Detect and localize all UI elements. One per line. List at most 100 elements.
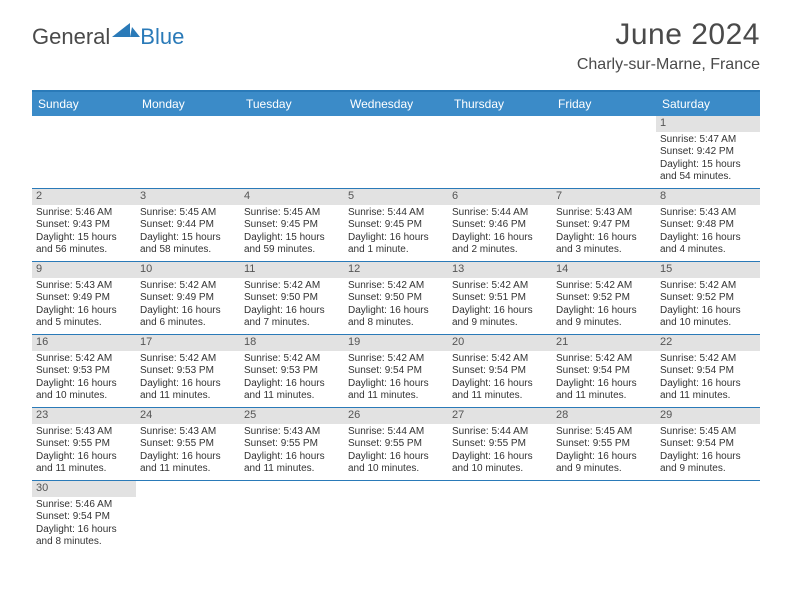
sunrise-text: Sunrise: 5:42 AM [556,280,652,293]
day-cell [136,116,240,188]
day-cell [240,116,344,188]
sunrise-text: Sunrise: 5:45 AM [140,207,236,220]
day-cell: 7Sunrise: 5:43 AMSunset: 9:47 PMDaylight… [552,189,656,261]
sunset-text: Sunset: 9:50 PM [348,292,444,305]
day-cell: 11Sunrise: 5:42 AMSunset: 9:50 PMDayligh… [240,262,344,334]
day-number: 3 [136,189,240,205]
daylight-text: Daylight: 16 hours and 10 minutes. [36,378,132,403]
sunrise-text: Sunrise: 5:46 AM [36,499,132,512]
day-cell [136,481,240,553]
day-cell [448,116,552,188]
sunrise-text: Sunrise: 5:42 AM [452,353,548,366]
day-cell: 18Sunrise: 5:42 AMSunset: 9:53 PMDayligh… [240,335,344,407]
day-cell [32,116,136,188]
daylight-text: Daylight: 16 hours and 1 minute. [348,232,444,257]
location-label: Charly-sur-Marne, France [577,56,760,74]
sunrise-text: Sunrise: 5:45 AM [556,426,652,439]
daylight-text: Daylight: 16 hours and 3 minutes. [556,232,652,257]
sunrise-text: Sunrise: 5:42 AM [348,280,444,293]
month-title: June 2024 [577,18,760,52]
week-row: 2Sunrise: 5:46 AMSunset: 9:43 PMDaylight… [32,189,760,262]
day-number: 4 [240,189,344,205]
sunset-text: Sunset: 9:45 PM [348,219,444,232]
title-block: June 2024 Charly-sur-Marne, France [577,18,760,74]
week-row: 30Sunrise: 5:46 AMSunset: 9:54 PMDayligh… [32,481,760,553]
sunrise-text: Sunrise: 5:43 AM [36,280,132,293]
day-number: 2 [32,189,136,205]
day-number: 19 [344,335,448,351]
day-cell: 22Sunrise: 5:42 AMSunset: 9:54 PMDayligh… [656,335,760,407]
sunset-text: Sunset: 9:55 PM [452,438,548,451]
day-cell [344,481,448,553]
day-cell: 13Sunrise: 5:42 AMSunset: 9:51 PMDayligh… [448,262,552,334]
weekday-header: Monday [136,92,240,116]
sunrise-text: Sunrise: 5:42 AM [140,280,236,293]
weekday-header-row: SundayMondayTuesdayWednesdayThursdayFrid… [32,92,760,116]
day-cell: 21Sunrise: 5:42 AMSunset: 9:54 PMDayligh… [552,335,656,407]
sunset-text: Sunset: 9:52 PM [660,292,756,305]
header: General Blue June 2024 Charly-sur-Marne,… [0,0,792,82]
weekday-header: Wednesday [344,92,448,116]
sunset-text: Sunset: 9:55 PM [348,438,444,451]
daylight-text: Daylight: 16 hours and 11 minutes. [244,378,340,403]
sunrise-text: Sunrise: 5:45 AM [660,426,756,439]
brand-mark-icon [112,19,140,42]
sunset-text: Sunset: 9:49 PM [36,292,132,305]
sunrise-text: Sunrise: 5:42 AM [244,280,340,293]
day-cell: 5Sunrise: 5:44 AMSunset: 9:45 PMDaylight… [344,189,448,261]
sunset-text: Sunset: 9:43 PM [36,219,132,232]
day-cell: 30Sunrise: 5:46 AMSunset: 9:54 PMDayligh… [32,481,136,553]
day-cell: 12Sunrise: 5:42 AMSunset: 9:50 PMDayligh… [344,262,448,334]
sunset-text: Sunset: 9:48 PM [660,219,756,232]
day-number: 26 [344,408,448,424]
daylight-text: Daylight: 16 hours and 11 minutes. [244,451,340,476]
day-cell [448,481,552,553]
sunrise-text: Sunrise: 5:42 AM [244,353,340,366]
day-number: 17 [136,335,240,351]
day-cell [344,116,448,188]
day-number: 16 [32,335,136,351]
day-cell: 19Sunrise: 5:42 AMSunset: 9:54 PMDayligh… [344,335,448,407]
daylight-text: Daylight: 15 hours and 54 minutes. [660,159,756,184]
day-cell: 25Sunrise: 5:43 AMSunset: 9:55 PMDayligh… [240,408,344,480]
brand-blue: Blue [140,24,184,50]
daylight-text: Daylight: 15 hours and 58 minutes. [140,232,236,257]
sunset-text: Sunset: 9:54 PM [36,511,132,524]
sunrise-text: Sunrise: 5:42 AM [36,353,132,366]
daylight-text: Daylight: 16 hours and 10 minutes. [348,451,444,476]
sunrise-text: Sunrise: 5:43 AM [244,426,340,439]
day-cell [552,481,656,553]
daylight-text: Daylight: 16 hours and 8 minutes. [36,524,132,549]
sunset-text: Sunset: 9:50 PM [244,292,340,305]
day-number: 15 [656,262,760,278]
sunrise-text: Sunrise: 5:44 AM [452,426,548,439]
sunrise-text: Sunrise: 5:43 AM [660,207,756,220]
daylight-text: Daylight: 16 hours and 11 minutes. [556,378,652,403]
sunrise-text: Sunrise: 5:42 AM [660,280,756,293]
sunset-text: Sunset: 9:53 PM [36,365,132,378]
sunrise-text: Sunrise: 5:45 AM [244,207,340,220]
daylight-text: Daylight: 16 hours and 11 minutes. [452,378,548,403]
day-cell: 24Sunrise: 5:43 AMSunset: 9:55 PMDayligh… [136,408,240,480]
daylight-text: Daylight: 16 hours and 11 minutes. [140,378,236,403]
day-number: 21 [552,335,656,351]
daylight-text: Daylight: 16 hours and 6 minutes. [140,305,236,330]
daylight-text: Daylight: 16 hours and 7 minutes. [244,305,340,330]
sunrise-text: Sunrise: 5:47 AM [660,134,756,147]
day-number: 1 [656,116,760,132]
daylight-text: Daylight: 15 hours and 56 minutes. [36,232,132,257]
day-cell: 28Sunrise: 5:45 AMSunset: 9:55 PMDayligh… [552,408,656,480]
day-cell: 4Sunrise: 5:45 AMSunset: 9:45 PMDaylight… [240,189,344,261]
day-cell: 14Sunrise: 5:42 AMSunset: 9:52 PMDayligh… [552,262,656,334]
sunset-text: Sunset: 9:55 PM [140,438,236,451]
week-row: 16Sunrise: 5:42 AMSunset: 9:53 PMDayligh… [32,335,760,408]
brand-general: General [32,24,110,50]
sunrise-text: Sunrise: 5:43 AM [36,426,132,439]
week-row: 23Sunrise: 5:43 AMSunset: 9:55 PMDayligh… [32,408,760,481]
sunrise-text: Sunrise: 5:44 AM [348,207,444,220]
week-row: 9Sunrise: 5:43 AMSunset: 9:49 PMDaylight… [32,262,760,335]
day-number: 18 [240,335,344,351]
day-cell: 15Sunrise: 5:42 AMSunset: 9:52 PMDayligh… [656,262,760,334]
day-number: 12 [344,262,448,278]
day-cell: 6Sunrise: 5:44 AMSunset: 9:46 PMDaylight… [448,189,552,261]
